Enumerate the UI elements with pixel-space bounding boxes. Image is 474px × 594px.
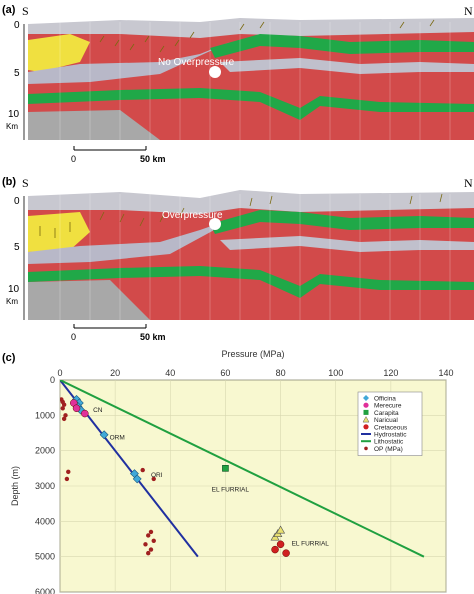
x-tick-label: 0 xyxy=(57,368,62,378)
x-tick-label: 40 xyxy=(165,368,175,378)
x-tick-label: 20 xyxy=(110,368,120,378)
point-op-mpa- xyxy=(151,476,156,482)
legend-marker xyxy=(363,395,369,401)
point-merecure xyxy=(72,404,81,413)
point-cretaceous xyxy=(276,540,285,549)
legend-box xyxy=(357,391,423,456)
y-tick-label: 0 xyxy=(50,375,55,385)
point-op-mpa- xyxy=(143,542,148,547)
cross-section-b-marker xyxy=(209,218,221,230)
cross-section-a-body xyxy=(28,18,474,140)
y-tick-label: 1000 xyxy=(35,410,55,420)
cross-section-a-scale-end: 50 km xyxy=(140,154,166,164)
legend-marker xyxy=(363,409,369,415)
y-tick-label: 3000 xyxy=(35,481,55,491)
cross-section-b-scale-end: 50 km xyxy=(140,332,166,342)
point-op-mpa- xyxy=(66,469,71,475)
cross-section-a-depth-tick-5: 5 xyxy=(14,68,20,79)
y-tick-label: 4000 xyxy=(35,516,55,526)
panel-a-south-label: S xyxy=(22,4,29,18)
chart-annotation: EL FURRIAL xyxy=(292,540,330,547)
point-op-mpa- xyxy=(146,533,151,538)
cross-section-a-annotation: No Overpressure xyxy=(158,57,235,68)
point-naricual xyxy=(276,525,286,534)
panel-a-north-label: N xyxy=(464,4,473,18)
point-op-mpa- xyxy=(151,538,156,543)
x-tick-label: 100 xyxy=(328,368,343,378)
point-op-mpa- xyxy=(60,406,65,411)
legend-label: OP (MPa) xyxy=(374,446,403,453)
y-tick-label: 6000 xyxy=(35,587,55,594)
cross-section-a-depth-unit: Km xyxy=(6,122,18,131)
y-tick-label: 5000 xyxy=(35,552,55,562)
point-carapita xyxy=(222,465,229,472)
cross-section-a-depth-tick-10: 10 xyxy=(8,109,20,120)
cross-section-b-scale-start: 0 xyxy=(71,332,76,342)
point-cretaceous xyxy=(282,549,290,557)
point-op-mpa- xyxy=(148,529,154,535)
legend-label: Naricual xyxy=(374,417,398,424)
chart-annotation: CN xyxy=(93,407,103,414)
cross-section-a: 0 5 10 Km No Overpressure 0 50 km xyxy=(6,18,474,164)
cross-section-b: 0 5 10 Km Overpressure 0 50 km xyxy=(6,190,474,342)
x-tick-label: 60 xyxy=(220,368,230,378)
panel-a-label: (a) xyxy=(2,4,16,16)
panel-c-label: (c) xyxy=(2,352,16,364)
point-officina xyxy=(99,430,109,440)
panel-b-south-label: S xyxy=(22,176,29,190)
legend-label: Merecure xyxy=(374,403,402,410)
x-tick-label: 140 xyxy=(438,368,453,378)
cross-section-b-annotation: Overpressure xyxy=(162,210,223,221)
cross-section-a-marker xyxy=(209,66,221,78)
legend-label: Hydrostatic xyxy=(374,432,407,439)
cross-section-b-body xyxy=(28,190,474,320)
x-axis-label: Pressure (MPa) xyxy=(221,349,284,359)
point-op-mpa- xyxy=(64,476,70,482)
panel-b-label: (b) xyxy=(2,176,17,188)
legend-marker xyxy=(362,416,370,423)
x-tick-label: 80 xyxy=(276,368,286,378)
point-merecure xyxy=(81,409,89,418)
point-op-mpa- xyxy=(140,467,145,473)
x-tick-label: 120 xyxy=(383,368,398,378)
y-tick-label: 2000 xyxy=(35,446,55,456)
legend-marker xyxy=(364,446,368,451)
cross-section-a-depth-tick-0: 0 xyxy=(14,20,20,31)
legend-marker xyxy=(363,424,369,430)
cross-section-b-depth-tick-5: 5 xyxy=(14,242,20,253)
point-op-mpa- xyxy=(146,550,151,556)
cross-section-b-depth-tick-0: 0 xyxy=(14,196,20,207)
panel-b-north-label: N xyxy=(464,176,473,190)
cross-section-b-depth-tick-10: 10 xyxy=(8,284,20,295)
legend-label: Officina xyxy=(374,396,396,403)
cross-section-a-scale-start: 0 xyxy=(71,154,76,164)
point-op-mpa- xyxy=(63,413,68,418)
legend-marker xyxy=(363,402,369,408)
y-axis-label: Depth (m) xyxy=(10,466,20,506)
chart-annotation: EL FURRIAL xyxy=(212,486,250,493)
point-officina xyxy=(132,474,142,484)
chart-annotation: ORI xyxy=(151,472,163,479)
point-op-mpa- xyxy=(61,416,67,422)
point-cretaceous xyxy=(271,545,279,554)
legend-label: Carapita xyxy=(374,410,399,417)
legend-label: Lithostatic xyxy=(374,439,404,446)
point-op-mpa- xyxy=(148,547,154,552)
line-lithostatic xyxy=(60,380,425,558)
pressure-depth-chart: 0 20 40 60 80 100 120 140 0 1000 2000 3000 4000 5000 6… xyxy=(10,349,454,594)
chart-annotation: ORM xyxy=(110,434,125,441)
legend-label: Cretaceous xyxy=(374,424,408,431)
plot-marks xyxy=(60,380,425,558)
point-op-mpa- xyxy=(61,402,67,407)
cross-section-b-depth-unit: Km xyxy=(6,297,18,306)
